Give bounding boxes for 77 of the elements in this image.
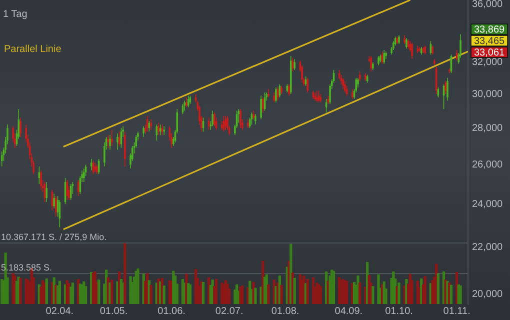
candlestick (254, 114, 256, 125)
y-tick-label: 30,000 (472, 88, 504, 100)
candlestick (370, 56, 372, 72)
candlestick (0, 151, 3, 167)
candlestick (262, 96, 264, 113)
candlestick (224, 115, 227, 130)
candlestick (158, 122, 160, 136)
y-tick-label: 26,000 (472, 159, 504, 170)
candlestick (124, 131, 126, 167)
candlestick (40, 170, 42, 190)
candlestick (214, 112, 216, 127)
candlestick (184, 100, 186, 112)
candlestick (212, 110, 214, 127)
x-tick-label: 01.10. (385, 306, 413, 317)
x-tick-label: 01.05. (100, 306, 128, 317)
y-tick-label: 22,000 (472, 242, 504, 253)
candlestick (186, 96, 188, 108)
candlestick (150, 118, 152, 130)
candlestick (46, 182, 48, 202)
y-tick-label: 24,000 (472, 198, 504, 210)
y2-tick-label: 10.367.171 S. (1, 232, 58, 242)
candlestick (110, 129, 113, 146)
x-tick-label: 01.11. (443, 306, 470, 317)
candlestick (107, 134, 110, 148)
candlestick (90, 158, 92, 171)
candlestick (406, 38, 408, 49)
candlestick (444, 80, 447, 94)
candlestick (273, 92, 275, 103)
candlestick (383, 50, 385, 64)
candlestick (109, 134, 111, 150)
candlestick (83, 168, 85, 182)
text: 1 Tag (3, 9, 28, 20)
candlestick (163, 126, 165, 136)
x-tick-label: 04.09. (334, 306, 363, 317)
candlestick (20, 117, 22, 138)
candlestick (358, 71, 361, 82)
candlestick (156, 124, 158, 141)
candlestick (288, 84, 290, 96)
x-tick-label: 02.04. (46, 306, 74, 317)
candlestick (55, 196, 57, 217)
candlestick (53, 194, 55, 209)
candlestick (352, 88, 354, 100)
candlestick (94, 162, 96, 173)
text: Parallel Linie (4, 44, 62, 55)
candlestick (329, 84, 331, 104)
candlestick (260, 95, 262, 120)
candlestick (316, 90, 318, 103)
text: 33,869 (474, 24, 506, 36)
candlestick (342, 77, 344, 90)
y-tick-label: 28,000 (472, 122, 504, 134)
candlestick (424, 45, 426, 55)
candlestick (446, 77, 448, 102)
x-tick-label: 01.06. (158, 306, 186, 317)
candlestick (96, 164, 98, 175)
annotation: / 275,9 Mio. (60, 232, 107, 242)
y2-tick-label: 5.183.585 S. (1, 262, 52, 273)
candlestick (301, 64, 303, 84)
x-tick-label: 01.08. (271, 306, 300, 317)
candlestick (159, 124, 162, 136)
y-tick-label: 32,000 (472, 56, 504, 68)
candlestick (344, 80, 346, 93)
candlestick (66, 180, 68, 200)
candlestick (268, 88, 270, 98)
text: 33,465 (474, 36, 506, 47)
y-tick-label: 20,000 (472, 288, 504, 300)
candlestick (275, 87, 277, 103)
candlestick (378, 56, 380, 66)
candlestick (142, 126, 144, 138)
candlestick (240, 108, 242, 128)
x-tick-label: 02.07. (215, 306, 244, 317)
candlestick (70, 184, 72, 200)
candlestick (432, 45, 434, 55)
candlestick (116, 132, 118, 150)
candlestick (411, 42, 413, 60)
y-tick-label: 36,000 (472, 0, 504, 10)
candlestick (306, 77, 309, 93)
text: 33,061 (474, 47, 506, 58)
